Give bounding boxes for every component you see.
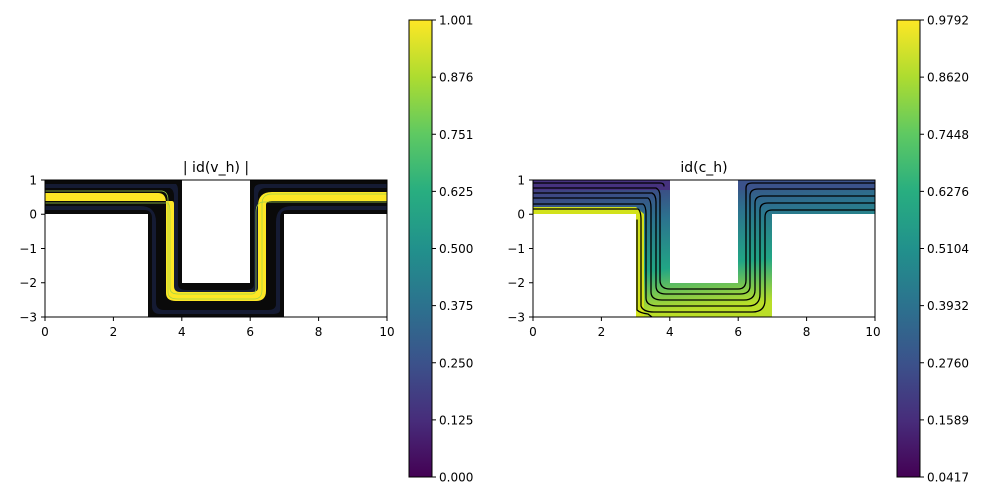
colorbar-tick-label: 0.6276 (927, 185, 969, 199)
plot-concentration-contour-line (533, 188, 875, 295)
colorbar-tick-label: 0.876 (439, 71, 473, 85)
plot-concentration-empty-right (772, 214, 875, 317)
plot-concentration-contour-line (533, 202, 875, 307)
colorbar-tick-label: 0.2760 (927, 356, 969, 370)
colorbar-tick-label: 1.001 (439, 14, 473, 28)
plot-velocity: | id(v_h) | (19, 14, 473, 485)
plot-velocity-empty-left (45, 214, 148, 317)
x-tick-label: 0 (529, 325, 537, 339)
y-tick-label: −3 (507, 311, 525, 325)
y-tick-label: 1 (517, 174, 525, 188)
plot-concentration: id(c_h) (507, 14, 969, 485)
x-tick-label: 6 (734, 325, 742, 339)
x-tick-label: 10 (379, 325, 394, 339)
plot-velocity-obstacle (182, 180, 250, 283)
colorbar-tick-label: 0.625 (439, 185, 473, 199)
colorbar-tick-label: 0.3932 (927, 299, 969, 313)
y-tick-label: 0 (517, 208, 525, 222)
y-tick-label: 1 (29, 174, 37, 188)
y-tick-label: −3 (19, 311, 37, 325)
plot-concentration-obstacle (670, 180, 738, 283)
plot-concentration-contour-line (533, 182, 665, 187)
colorbar-tick-label: 0.375 (439, 299, 473, 313)
plot-velocity-x-axis: 0 2 4 6 8 10 (41, 317, 395, 339)
y-tick-label: −1 (507, 242, 525, 256)
x-tick-label: 8 (803, 325, 811, 339)
x-tick-label: 6 (246, 325, 254, 339)
x-tick-label: 2 (598, 325, 606, 339)
plot-velocity-contour-line (45, 201, 387, 295)
colorbar-gradient (897, 20, 920, 477)
plot-concentration-x-axis: 0 2 4 6 8 10 (529, 317, 881, 339)
colorbar-tick-label: 0.8620 (927, 71, 969, 85)
plot-velocity-colorbar: 0.000 0.125 0.250 0.375 0.500 0.625 0.751 0.876… (408, 14, 473, 485)
colorbar-tick-label: 0.1589 (927, 413, 969, 427)
colorbar-tick-label: 0.5104 (927, 242, 969, 256)
plot-concentration-contour-line (533, 195, 875, 301)
plot-concentration-contour-line (533, 208, 875, 313)
y-tick-label: 0 (29, 208, 37, 222)
x-tick-label: 0 (41, 325, 49, 339)
plot-concentration-y-axis: 1 0 −1 −2 −3 (507, 174, 533, 325)
plot-velocity-field (45, 180, 387, 317)
plot-concentration-title: id(c_h) (680, 160, 727, 176)
colorbar-tick-label: 0.125 (439, 413, 473, 427)
x-tick-label: 8 (315, 325, 323, 339)
y-tick-label: −2 (19, 276, 37, 290)
colorbar-tick-label: 0.0417 (927, 471, 969, 485)
colorbar-tick-label: 0.7448 (927, 128, 969, 142)
y-tick-label: −1 (19, 242, 37, 256)
plot-concentration-field (533, 180, 875, 317)
colorbar-tick-label: 0.500 (439, 242, 473, 256)
x-tick-label: 4 (178, 325, 186, 339)
colorbar-tick-label: 0.751 (439, 128, 473, 142)
plot-concentration-contour-line (636, 219, 653, 317)
plot-velocity-y-axis: 1 0 −1 −2 −3 (19, 174, 45, 325)
plot-concentration-empty-left (533, 214, 636, 317)
y-tick-label: −2 (507, 276, 525, 290)
colorbar-tick-label: 0.250 (439, 356, 473, 370)
plot-velocity-contour-line (45, 190, 387, 300)
x-tick-label: 2 (110, 325, 118, 339)
colorbar-gradient (409, 20, 432, 477)
plot-concentration-colorbar: 0.0417 0.1589 0.2760 0.3932 0.5104 0.6276 0.74… (896, 14, 969, 485)
plot-velocity-empty-right (284, 214, 387, 317)
plot-concentration-contour-line (533, 182, 875, 290)
x-tick-label: 10 (865, 325, 880, 339)
colorbar-tick-label: 0.9792 (927, 14, 969, 28)
colorbar-tick-label: 0.000 (439, 471, 473, 485)
x-tick-label: 4 (666, 325, 674, 339)
plot-velocity-title: | id(v_h) | (183, 160, 249, 176)
